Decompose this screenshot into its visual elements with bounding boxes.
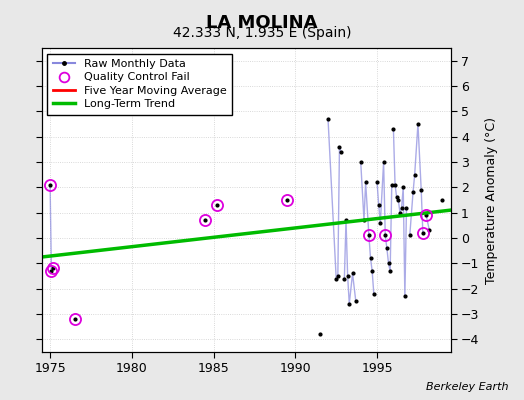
Legend: Raw Monthly Data, Quality Control Fail, Five Year Moving Average, Long-Term Tren: Raw Monthly Data, Quality Control Fail, … <box>48 54 233 115</box>
Text: 42.333 N, 1.935 E (Spain): 42.333 N, 1.935 E (Spain) <box>173 26 351 40</box>
Text: Berkeley Earth: Berkeley Earth <box>426 382 508 392</box>
Text: LA MOLINA: LA MOLINA <box>206 14 318 32</box>
Y-axis label: Temperature Anomaly (°C): Temperature Anomaly (°C) <box>485 116 498 284</box>
